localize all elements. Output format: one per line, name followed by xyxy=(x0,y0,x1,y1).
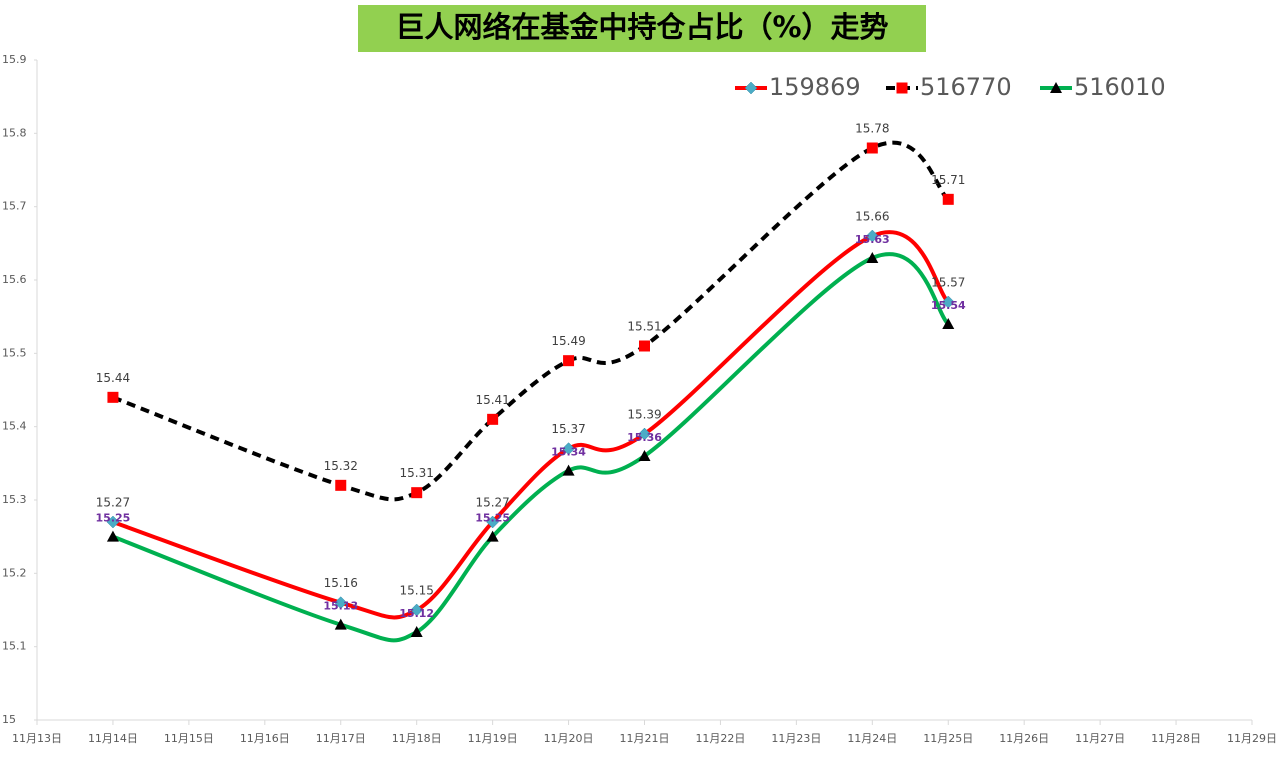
point-marker xyxy=(941,295,955,309)
point-marker xyxy=(410,603,424,617)
data-label: 15.15 xyxy=(400,584,434,598)
data-label: 15.34 xyxy=(551,446,586,459)
x-tick-label: 11月28日 xyxy=(1151,732,1201,745)
data-label: 15.78 xyxy=(855,122,889,136)
x-tick-label: 11月25日 xyxy=(923,732,973,745)
point-marker xyxy=(562,464,575,476)
point-marker xyxy=(106,515,120,529)
data-label: 15.36 xyxy=(627,431,662,444)
series-line xyxy=(112,230,950,620)
data-label: 15.16 xyxy=(324,576,358,590)
y-tick-label: 15.3 xyxy=(2,493,27,506)
x-tick-label: 11月13日 xyxy=(12,732,62,745)
point-marker xyxy=(107,391,119,403)
legend-marker xyxy=(896,82,908,94)
data-label: 15.51 xyxy=(627,320,661,334)
legend-label: 516010 xyxy=(1074,73,1166,101)
point-marker xyxy=(866,142,878,154)
y-tick-label: 15.6 xyxy=(2,273,27,286)
data-label: 15.71 xyxy=(931,173,965,187)
point-marker xyxy=(410,626,423,637)
point-marker xyxy=(334,618,347,630)
series-line xyxy=(112,140,950,502)
point-marker xyxy=(334,596,348,610)
data-label: 15.27 xyxy=(475,496,509,510)
legend-label: 516770 xyxy=(920,73,1012,101)
x-tick-label: 11月14日 xyxy=(88,732,138,745)
x-tick-label: 11月17日 xyxy=(316,732,366,745)
x-tick-label: 11月29日 xyxy=(1227,732,1277,745)
point-marker xyxy=(487,413,499,425)
point-marker xyxy=(639,340,650,352)
x-tick-label: 11月24日 xyxy=(847,732,897,745)
chart-title: 巨人网络在基金中持仓占比（%）走势 xyxy=(395,10,888,44)
data-label: 15.41 xyxy=(475,393,509,407)
y-tick-label: 15 xyxy=(2,713,16,726)
y-tick-label: 15.8 xyxy=(2,126,27,139)
data-label: 15.32 xyxy=(324,459,358,473)
data-label: 15.31 xyxy=(400,466,434,480)
data-label: 15.37 xyxy=(551,422,585,436)
data-label: 15.44 xyxy=(96,371,130,385)
y-tick-label: 15.5 xyxy=(2,346,27,359)
data-label: 15.25 xyxy=(475,512,510,525)
data-label: 15.49 xyxy=(551,334,585,348)
data-label: 15.39 xyxy=(627,408,661,422)
point-marker xyxy=(942,193,954,205)
x-tick-label: 11月18日 xyxy=(392,732,442,745)
x-tick-label: 11月20日 xyxy=(544,732,594,745)
x-tick-label: 11月23日 xyxy=(771,732,821,745)
point-marker xyxy=(942,318,955,329)
point-marker xyxy=(335,479,347,491)
point-marker xyxy=(411,487,423,499)
x-tick-label: 11月26日 xyxy=(999,732,1049,745)
x-tick-label: 11月21日 xyxy=(620,732,670,745)
x-tick-label: 11月27日 xyxy=(1075,732,1125,745)
x-tick-label: 11月22日 xyxy=(695,732,745,745)
y-tick-label: 15.4 xyxy=(2,420,27,433)
point-marker xyxy=(563,355,575,367)
y-tick-label: 15.9 xyxy=(2,53,27,66)
data-label: 15.57 xyxy=(931,276,965,290)
data-label: 15.54 xyxy=(931,299,966,312)
data-label: 15.13 xyxy=(323,600,358,613)
legend-marker xyxy=(744,81,758,95)
x-tick-label: 11月15日 xyxy=(164,732,214,745)
point-marker xyxy=(486,530,499,542)
y-tick-label: 15.2 xyxy=(2,566,27,579)
data-label: 15.12 xyxy=(399,607,434,620)
x-tick-label: 11月19日 xyxy=(468,732,518,745)
series-line xyxy=(112,252,950,643)
data-label: 15.63 xyxy=(855,233,890,246)
data-label: 15.27 xyxy=(96,496,130,510)
point-marker xyxy=(866,252,879,263)
y-tick-label: 15.1 xyxy=(2,640,27,653)
point-marker xyxy=(638,427,651,441)
legend-label: 159869 xyxy=(769,73,861,101)
data-label: 15.25 xyxy=(96,512,131,525)
title-background xyxy=(358,5,926,52)
point-marker xyxy=(486,515,499,529)
point-marker xyxy=(638,450,651,461)
y-tick-label: 15.7 xyxy=(2,200,27,213)
point-marker xyxy=(106,530,119,542)
point-marker xyxy=(865,229,879,243)
legend-marker xyxy=(1050,82,1062,93)
point-marker xyxy=(562,442,575,456)
x-tick-label: 11月16日 xyxy=(240,732,290,745)
data-label: 15.66 xyxy=(855,210,889,224)
